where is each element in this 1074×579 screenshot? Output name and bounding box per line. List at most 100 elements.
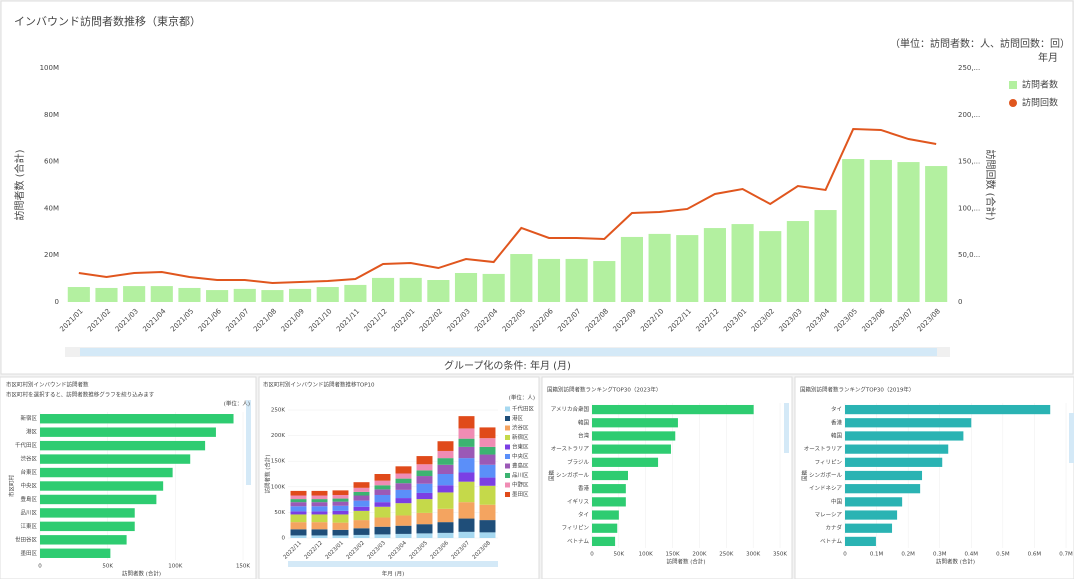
bar — [592, 523, 618, 533]
y2-tick-label: 250,... — [958, 64, 980, 72]
y-tick-label: マレーシア — [815, 512, 843, 519]
legend-marker — [505, 473, 510, 478]
x-tick-label: 250K — [719, 552, 733, 558]
legend-marker — [505, 416, 510, 421]
bar-segment — [353, 495, 370, 501]
bar — [510, 254, 533, 302]
bar — [703, 228, 726, 302]
bar-segment — [395, 515, 412, 526]
bar-segment — [290, 499, 307, 503]
x-tick-label: 350K — [773, 552, 787, 558]
bar — [845, 536, 876, 547]
bar-segment — [290, 506, 307, 512]
bar — [759, 231, 782, 302]
bar-segment — [290, 490, 307, 496]
legend-label: 墨田区 — [512, 491, 529, 498]
bar-segment — [416, 483, 433, 493]
bar — [845, 431, 964, 441]
bar — [592, 497, 626, 507]
bar — [40, 548, 111, 558]
panel — [0, 376, 257, 579]
bar-segment — [353, 491, 370, 496]
bar-segment — [458, 438, 475, 447]
bar — [482, 273, 505, 302]
bar — [845, 510, 898, 520]
panel-title: 国籍別訪問者数ランキングTOP30（2019年） — [800, 386, 914, 394]
bar-segment — [374, 526, 391, 535]
chart-title: インバウンド訪問者数推移（東京都） — [14, 14, 201, 28]
y-tick-label: 品川区 — [20, 509, 37, 516]
bar — [845, 444, 949, 454]
bar-segment — [437, 508, 454, 523]
bar-segment — [311, 502, 328, 507]
bar — [845, 497, 903, 507]
y-tick-label: 100M — [40, 64, 59, 72]
x-tick-label: 150K — [236, 564, 250, 570]
bar — [40, 494, 157, 505]
scrollbar[interactable] — [1069, 413, 1074, 463]
bar-segment — [437, 441, 454, 451]
bar-segment — [437, 474, 454, 486]
y-tick-label: 80M — [44, 111, 59, 119]
bar-segment — [311, 511, 328, 515]
x-tick-label: 50K — [102, 564, 113, 570]
bar — [178, 287, 201, 302]
y-tick-label: 新宿区 — [20, 414, 37, 422]
bar — [261, 290, 284, 302]
bar — [592, 418, 678, 428]
bar-segment — [311, 514, 328, 523]
y-tick-label: 0 — [282, 536, 286, 542]
bar — [206, 290, 229, 302]
bar-segment — [353, 482, 370, 488]
y-tick-label: 韓国 — [578, 418, 590, 426]
y-tick-label: 世田谷区 — [15, 535, 38, 543]
scrollbar[interactable] — [288, 561, 498, 567]
y-tick-label: 200K — [271, 433, 285, 439]
bar — [845, 457, 943, 467]
bar — [648, 233, 671, 302]
bar-segment — [353, 500, 370, 507]
y-tick-label: 香港 — [831, 418, 843, 426]
bar — [316, 287, 339, 302]
y-tick-label: 墨田区 — [20, 550, 37, 557]
bar-segment — [458, 428, 475, 439]
y2-tick-label: 0 — [958, 298, 962, 306]
x-tick-label: 50K — [614, 552, 625, 558]
bar — [676, 235, 699, 302]
bar-segment — [479, 438, 496, 447]
x-tick-label: 0.1M — [870, 552, 884, 558]
bar-segment — [416, 492, 433, 500]
bar-segment — [416, 476, 433, 484]
legend-label: 新宿区 — [512, 433, 529, 441]
legend-marker — [505, 454, 510, 459]
bar-segment — [416, 464, 433, 471]
legend-marker — [505, 444, 510, 450]
y-tick-label: タイ — [831, 405, 842, 413]
scrollbar[interactable] — [784, 403, 789, 453]
bar-segment — [332, 490, 349, 495]
bar-segment — [374, 517, 391, 527]
bar-segment — [458, 472, 475, 482]
y-tick-label: 中央区 — [20, 482, 37, 490]
scrollbar[interactable] — [246, 400, 251, 485]
bar-segment — [479, 427, 496, 439]
x-tick-label: 0.3M — [933, 552, 947, 558]
y-tick-label: アメリカ合衆国 — [551, 405, 590, 413]
bar-segment — [332, 498, 349, 502]
x-axis-title: 訪問者数 (合計) — [936, 558, 975, 566]
bar — [593, 261, 616, 302]
bar-segment — [311, 529, 328, 536]
bar-segment — [290, 511, 307, 515]
x-tick-label: 300K — [746, 552, 760, 558]
bar — [925, 166, 948, 302]
bar — [845, 470, 923, 481]
scrollbar-thumb[interactable] — [80, 348, 937, 356]
x-tick-label: 150K — [666, 552, 680, 558]
bar-segment — [479, 464, 496, 478]
bar-segment — [311, 499, 328, 503]
bar — [67, 287, 90, 302]
bar-segment — [416, 499, 433, 513]
bar-segment — [374, 489, 391, 495]
bar — [40, 481, 164, 491]
legend-label: 千代田区 — [512, 405, 535, 413]
